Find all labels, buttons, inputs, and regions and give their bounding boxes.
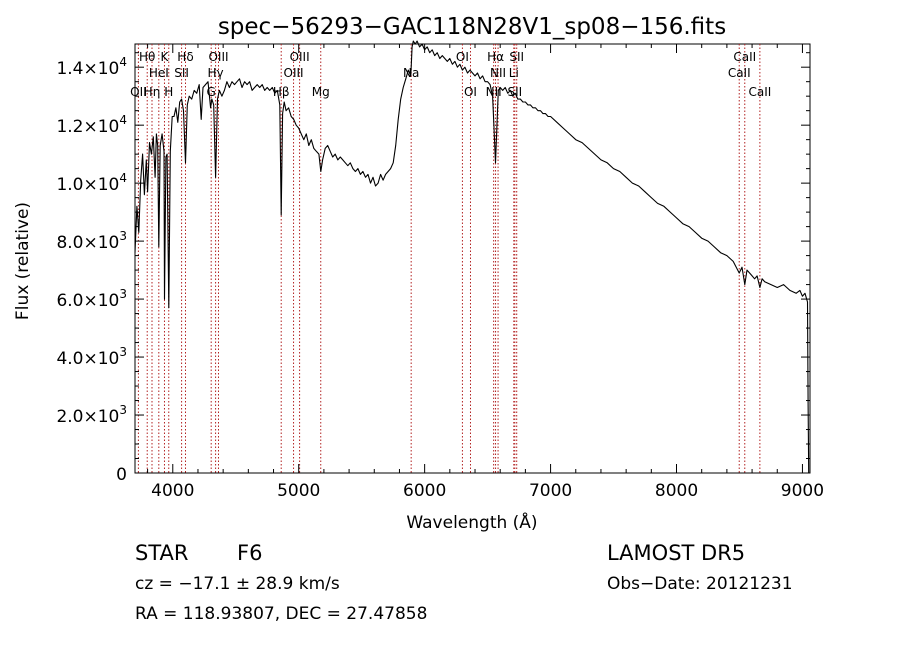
y-tick-label: 1.0×104 bbox=[56, 171, 127, 195]
spectrum-line bbox=[134, 40, 810, 474]
sky-coordinates: RA = 118.93807, DEC = 27.47858 bbox=[135, 604, 427, 624]
object-class: STAR bbox=[135, 541, 188, 565]
line-marker-label: CaII bbox=[733, 50, 756, 64]
line-marker-label: G bbox=[207, 85, 216, 99]
survey-name: LAMOST DR5 bbox=[607, 541, 745, 565]
line-marker-label: HeI bbox=[149, 66, 169, 80]
line-marker-label: Hδ bbox=[177, 50, 193, 64]
line-marker-label: NII bbox=[490, 66, 506, 80]
x-tick-label: 8000 bbox=[655, 481, 698, 501]
plot-frame bbox=[134, 43, 811, 474]
line-marker-label: Hη bbox=[144, 85, 161, 99]
y-tick-label: 1.4×104 bbox=[56, 55, 127, 79]
y-tick-label: 8.0×103 bbox=[56, 229, 127, 253]
line-marker-label: Mg bbox=[312, 85, 330, 99]
x-tick-label: 4000 bbox=[151, 481, 194, 501]
observation-date: Obs−Date: 20121231 bbox=[607, 574, 793, 594]
line-marker-label: H bbox=[164, 85, 173, 99]
line-marker-label: OI bbox=[464, 85, 477, 99]
line-marker-label: CaII bbox=[728, 66, 751, 80]
x-tick-label: 9000 bbox=[781, 481, 824, 501]
y-tick-label: 2.0×103 bbox=[56, 403, 127, 427]
y-axis-label: Flux (relative) bbox=[13, 202, 33, 320]
line-marker-label: SII bbox=[174, 66, 189, 80]
line-marker-label: SII bbox=[509, 50, 524, 64]
line-marker-labels: OIIHθHηHeIKHSIIHδGHγOIIIHβOIIIOIIIMgNaOI… bbox=[130, 50, 771, 99]
y-tick-label: 4.0×103 bbox=[56, 345, 127, 369]
line-marker-label: Li bbox=[509, 66, 519, 80]
x-tick-label: 7000 bbox=[529, 481, 572, 501]
line-marker-label: OI bbox=[456, 50, 469, 64]
y-tick-label: 0 bbox=[116, 465, 127, 485]
line-marker-label: OII bbox=[130, 85, 147, 99]
line-marker-label: OIII bbox=[208, 50, 228, 64]
line-marker-label: K bbox=[161, 50, 170, 64]
line-marker-label: NII bbox=[486, 85, 502, 99]
line-marker-label: SII bbox=[507, 85, 522, 99]
y-tick-label: 6.0×103 bbox=[56, 287, 127, 311]
line-markers bbox=[137, 44, 761, 473]
line-marker-label: Hβ bbox=[273, 85, 290, 99]
line-marker-label: CaII bbox=[748, 85, 771, 99]
redshift-velocity: cz = −17.1 ± 28.9 km/s bbox=[135, 574, 340, 594]
line-marker-label: OIII bbox=[284, 66, 304, 80]
x-tick-label: 6000 bbox=[403, 481, 446, 501]
line-marker-label: OIII bbox=[290, 50, 310, 64]
x-tick-label: 5000 bbox=[277, 481, 320, 501]
object-subclass: F6 bbox=[237, 541, 262, 565]
y-tick-label: 1.2×104 bbox=[56, 113, 127, 137]
line-marker-label: Hα bbox=[487, 50, 504, 64]
x-axis-label: Wavelength (Å) bbox=[406, 511, 537, 533]
x-axis: 4000 5000 6000 7000 8000 9000 bbox=[147, 44, 824, 501]
line-marker-label: Hθ bbox=[139, 50, 155, 64]
y-axis: 0 2.0×103 4.0×103 6.0×103 8.0×103 1.0×104 1.2×… bbox=[56, 52, 810, 485]
chart-title: spec−56293−GAC118N28V1_sp08−156.fits bbox=[218, 14, 726, 40]
line-marker-label: Hγ bbox=[208, 66, 224, 80]
